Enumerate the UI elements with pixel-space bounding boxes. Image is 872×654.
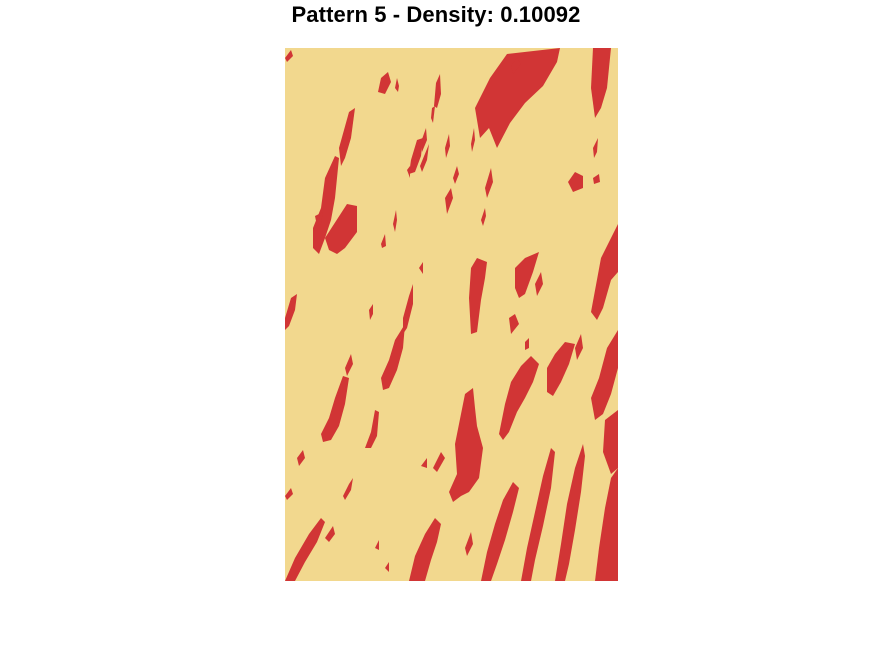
pattern-streak xyxy=(381,234,386,248)
pattern-streak xyxy=(433,452,445,472)
pattern-streak xyxy=(315,212,323,226)
pattern-streak xyxy=(365,410,379,448)
pattern-streak xyxy=(591,330,618,420)
pattern-streak xyxy=(555,444,585,581)
pattern-streak xyxy=(575,334,583,360)
pattern-streak xyxy=(603,410,618,474)
pattern-streak xyxy=(421,458,427,468)
pattern-streak xyxy=(345,354,353,376)
pattern-streak xyxy=(471,128,475,152)
pattern-streak xyxy=(325,526,335,542)
pattern-image xyxy=(285,48,618,581)
pattern-streak xyxy=(465,532,473,556)
pattern-streak xyxy=(511,58,521,74)
pattern-streak xyxy=(445,134,450,158)
pattern-streak xyxy=(339,108,355,166)
pattern-streak xyxy=(409,138,423,174)
pattern-streak xyxy=(535,272,543,296)
pattern-streak xyxy=(521,448,555,581)
pattern-streak xyxy=(369,304,373,320)
pattern-streak xyxy=(485,168,493,198)
pattern-streak xyxy=(453,166,459,184)
pattern-streak xyxy=(321,376,349,442)
pattern-streak xyxy=(434,74,441,108)
pattern-streak xyxy=(375,540,379,550)
pattern-streak xyxy=(481,208,486,226)
pattern-streak xyxy=(445,188,453,214)
pattern-streak xyxy=(285,488,293,500)
pattern-streak xyxy=(509,314,519,334)
pattern-streak xyxy=(409,518,441,581)
pattern-streaks xyxy=(285,48,618,581)
pattern-streak xyxy=(313,156,339,254)
pattern-streak xyxy=(593,174,600,184)
pattern-streak xyxy=(393,210,397,232)
pattern-streak xyxy=(285,518,325,581)
pattern-streak xyxy=(403,284,413,334)
pattern-streak xyxy=(285,50,293,62)
pattern-streak xyxy=(515,252,539,298)
pattern-streak xyxy=(568,172,583,192)
pattern-streak xyxy=(481,482,519,581)
pattern-streak xyxy=(591,224,618,320)
pattern-streak xyxy=(420,144,429,172)
pattern-streak xyxy=(419,262,423,274)
pattern-streak xyxy=(381,324,405,390)
pattern-streak xyxy=(297,450,305,466)
pattern-streak xyxy=(325,204,357,254)
pattern-streak xyxy=(469,258,487,334)
pattern-streak xyxy=(343,478,353,500)
pattern-streak xyxy=(449,388,483,502)
pattern-streak xyxy=(591,48,611,118)
pattern-streak xyxy=(421,128,427,152)
pattern-streak xyxy=(593,138,598,158)
pattern-streak xyxy=(385,562,389,572)
pattern-streak xyxy=(499,356,539,440)
pattern-streak xyxy=(431,106,435,123)
pattern-streak xyxy=(407,166,410,178)
pattern-streak xyxy=(285,294,297,330)
plot-title: Pattern 5 - Density: 0.10092 xyxy=(291,2,581,27)
pattern-streak xyxy=(475,48,560,148)
pattern-streak xyxy=(378,72,391,94)
pattern-streak xyxy=(395,78,399,92)
pattern-streak xyxy=(595,468,618,581)
pattern-streak xyxy=(547,342,575,396)
pattern-streak xyxy=(525,338,529,350)
